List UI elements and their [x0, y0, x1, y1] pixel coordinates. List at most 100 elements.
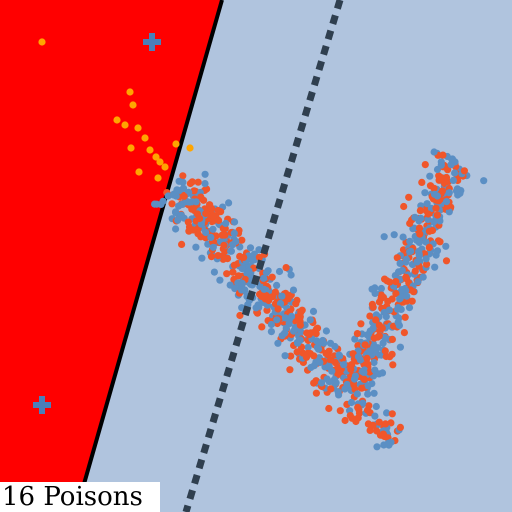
data-point [343, 380, 351, 389]
data-point [327, 385, 335, 393]
data-point [460, 167, 468, 175]
data-point [402, 273, 410, 281]
data-point [400, 329, 408, 337]
data-point [381, 334, 389, 342]
poison-point [129, 101, 137, 109]
poison-point [113, 116, 121, 124]
data-point [377, 291, 385, 299]
data-points-layer [151, 148, 488, 451]
data-point [198, 254, 206, 262]
data-point [354, 403, 362, 411]
data-point [399, 233, 407, 241]
data-point [445, 208, 453, 216]
data-point [274, 305, 282, 313]
data-point [415, 252, 423, 260]
data-point [390, 231, 398, 239]
data-point [394, 318, 402, 326]
data-point [363, 354, 371, 362]
data-point [354, 342, 362, 350]
data-point [305, 330, 313, 338]
data-point [326, 356, 335, 364]
data-point [188, 178, 196, 186]
data-point [433, 192, 441, 200]
data-point [207, 233, 215, 241]
data-point [293, 348, 301, 356]
data-point [433, 211, 441, 219]
data-point [322, 349, 330, 358]
data-point [223, 270, 231, 278]
data-point [442, 198, 451, 206]
data-point [202, 209, 210, 218]
data-point [298, 306, 306, 314]
data-point [226, 281, 234, 289]
data-point [278, 292, 286, 300]
data-point [422, 238, 430, 246]
poison-point [172, 140, 180, 148]
data-point [209, 212, 217, 220]
data-point [185, 198, 194, 206]
data-point [201, 170, 209, 178]
data-point [276, 299, 285, 308]
data-point [197, 193, 205, 201]
data-point [316, 338, 325, 346]
data-point [371, 412, 379, 420]
data-point [388, 410, 396, 418]
data-point [202, 228, 210, 237]
data-point [273, 281, 281, 289]
data-point [364, 360, 372, 368]
data-point [210, 268, 218, 276]
data-point [375, 418, 383, 426]
data-point [296, 336, 304, 344]
data-point [411, 213, 419, 221]
data-point [421, 161, 429, 169]
poison-point [186, 144, 194, 152]
data-point [359, 399, 367, 407]
plus-marker-icon [143, 33, 161, 51]
data-point [366, 312, 374, 320]
data-point [423, 200, 431, 208]
data-point [190, 187, 198, 195]
data-point [209, 243, 217, 251]
data-point [438, 187, 447, 195]
data-point [196, 214, 204, 223]
data-point [424, 210, 432, 218]
data-point [238, 286, 246, 294]
data-point [365, 402, 373, 410]
data-point [421, 189, 429, 197]
data-point [245, 267, 253, 275]
data-point [180, 192, 188, 200]
data-point [425, 243, 433, 251]
data-point [384, 297, 392, 305]
data-point [331, 342, 339, 351]
data-point [453, 185, 461, 193]
data-point [151, 200, 159, 208]
data-point [388, 335, 396, 343]
poison-point [156, 158, 164, 166]
data-point [215, 216, 223, 224]
data-point [164, 192, 172, 200]
data-point [304, 343, 312, 351]
data-point [364, 420, 372, 428]
poison-point [38, 38, 46, 46]
data-point [287, 352, 295, 360]
data-point [423, 260, 431, 268]
data-point [351, 335, 359, 343]
data-point [428, 226, 437, 235]
data-point [285, 315, 293, 324]
data-point [348, 361, 356, 369]
poison-count-caption: 16 Poisons [0, 482, 160, 512]
data-point [314, 345, 323, 353]
data-point [284, 295, 292, 303]
data-point [354, 414, 362, 422]
data-point [389, 361, 397, 369]
data-point [398, 266, 406, 274]
poison-points-layer [38, 38, 194, 182]
data-point [416, 207, 424, 215]
data-point [396, 343, 404, 351]
data-point [432, 251, 440, 259]
poison-point [121, 121, 129, 129]
data-point [375, 321, 383, 329]
data-point [360, 375, 368, 383]
data-point [375, 298, 383, 306]
